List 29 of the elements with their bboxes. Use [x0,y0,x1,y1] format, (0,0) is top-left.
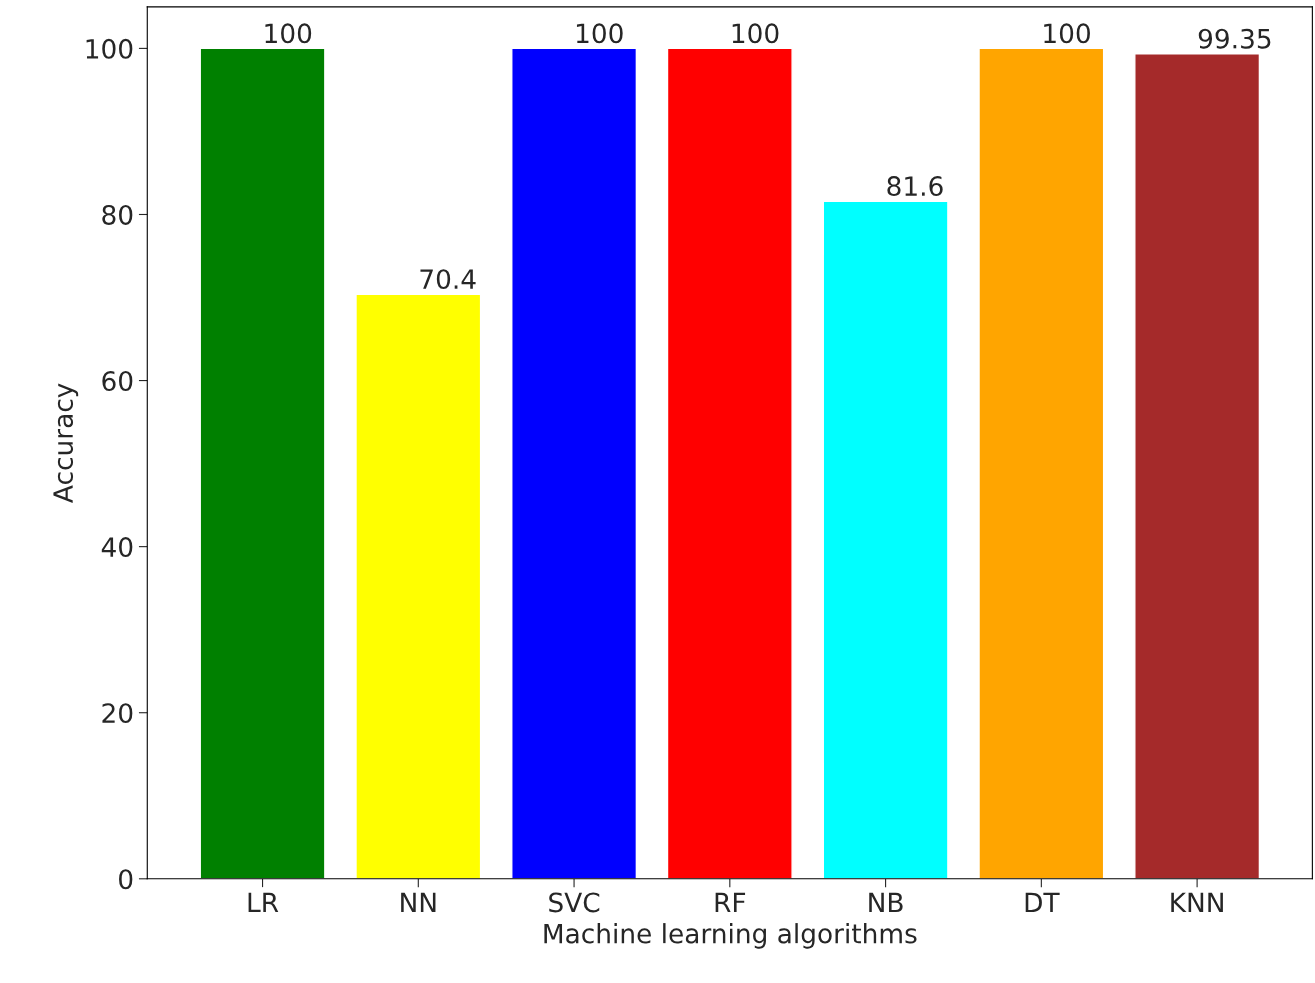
data-label: 100 [1044,23,1090,44]
x-tick-label: SVC [549,892,600,913]
data-label: 81.6 [887,176,943,197]
x-tick-label: NN [401,892,436,913]
bar [822,200,949,879]
data-label: 100 [732,23,779,44]
y-tick-label: 60 [102,371,133,391]
bar [511,47,638,879]
bar [978,47,1105,879]
y-tick-label: 20 [102,703,133,724]
bar [199,47,326,879]
y-tick-label: 0 [119,869,133,890]
x-tick-label: KNN [1171,892,1223,913]
x-axis-title: Machine learning algorithms [544,923,917,949]
x-tick-label: NB [869,892,903,913]
bar [1134,53,1261,879]
y-tick-label: 100 [86,38,133,59]
x-tick-label: DT [1025,892,1060,913]
data-label: 70.4 [420,269,476,290]
y-axis-title: Accuracy [53,383,79,503]
data-label: 100 [265,23,312,44]
y-tick-label: 80 [102,204,133,225]
y-tick-label: 40 [101,537,133,558]
x-tick-label: LR [248,892,279,913]
data-label: 99.35 [1198,28,1271,49]
bar [355,293,482,879]
bar [666,47,793,879]
x-tick-label: RF [715,892,746,913]
data-label: 100 [576,23,623,44]
